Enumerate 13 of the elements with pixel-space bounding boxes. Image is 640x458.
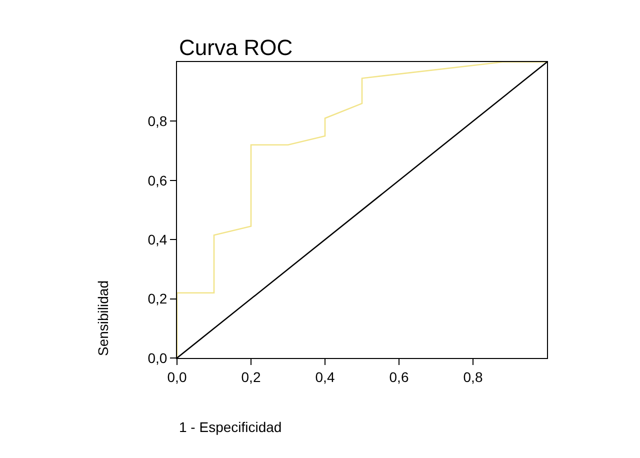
x-tick-label: 0,6 xyxy=(389,368,409,385)
y-tick-label: 0,2 xyxy=(148,290,168,307)
x-tick-label: 0,0 xyxy=(167,368,187,385)
y-tick-label: 0,4 xyxy=(148,232,168,248)
y-tick-label: 0,8 xyxy=(148,113,168,130)
y-tick-label: 0,0 xyxy=(148,350,168,366)
y-tick-label: 0,6 xyxy=(148,172,168,188)
x-tick-label: 0,2 xyxy=(241,368,261,385)
y-axis-title: Sensibilidad xyxy=(95,280,111,356)
chart-title: Curva ROC xyxy=(179,35,293,60)
x-tick-label: 0,4 xyxy=(315,368,335,385)
x-axis-title: 1 - Especificidad xyxy=(179,419,282,435)
x-tick-label: 0,8 xyxy=(463,368,483,385)
